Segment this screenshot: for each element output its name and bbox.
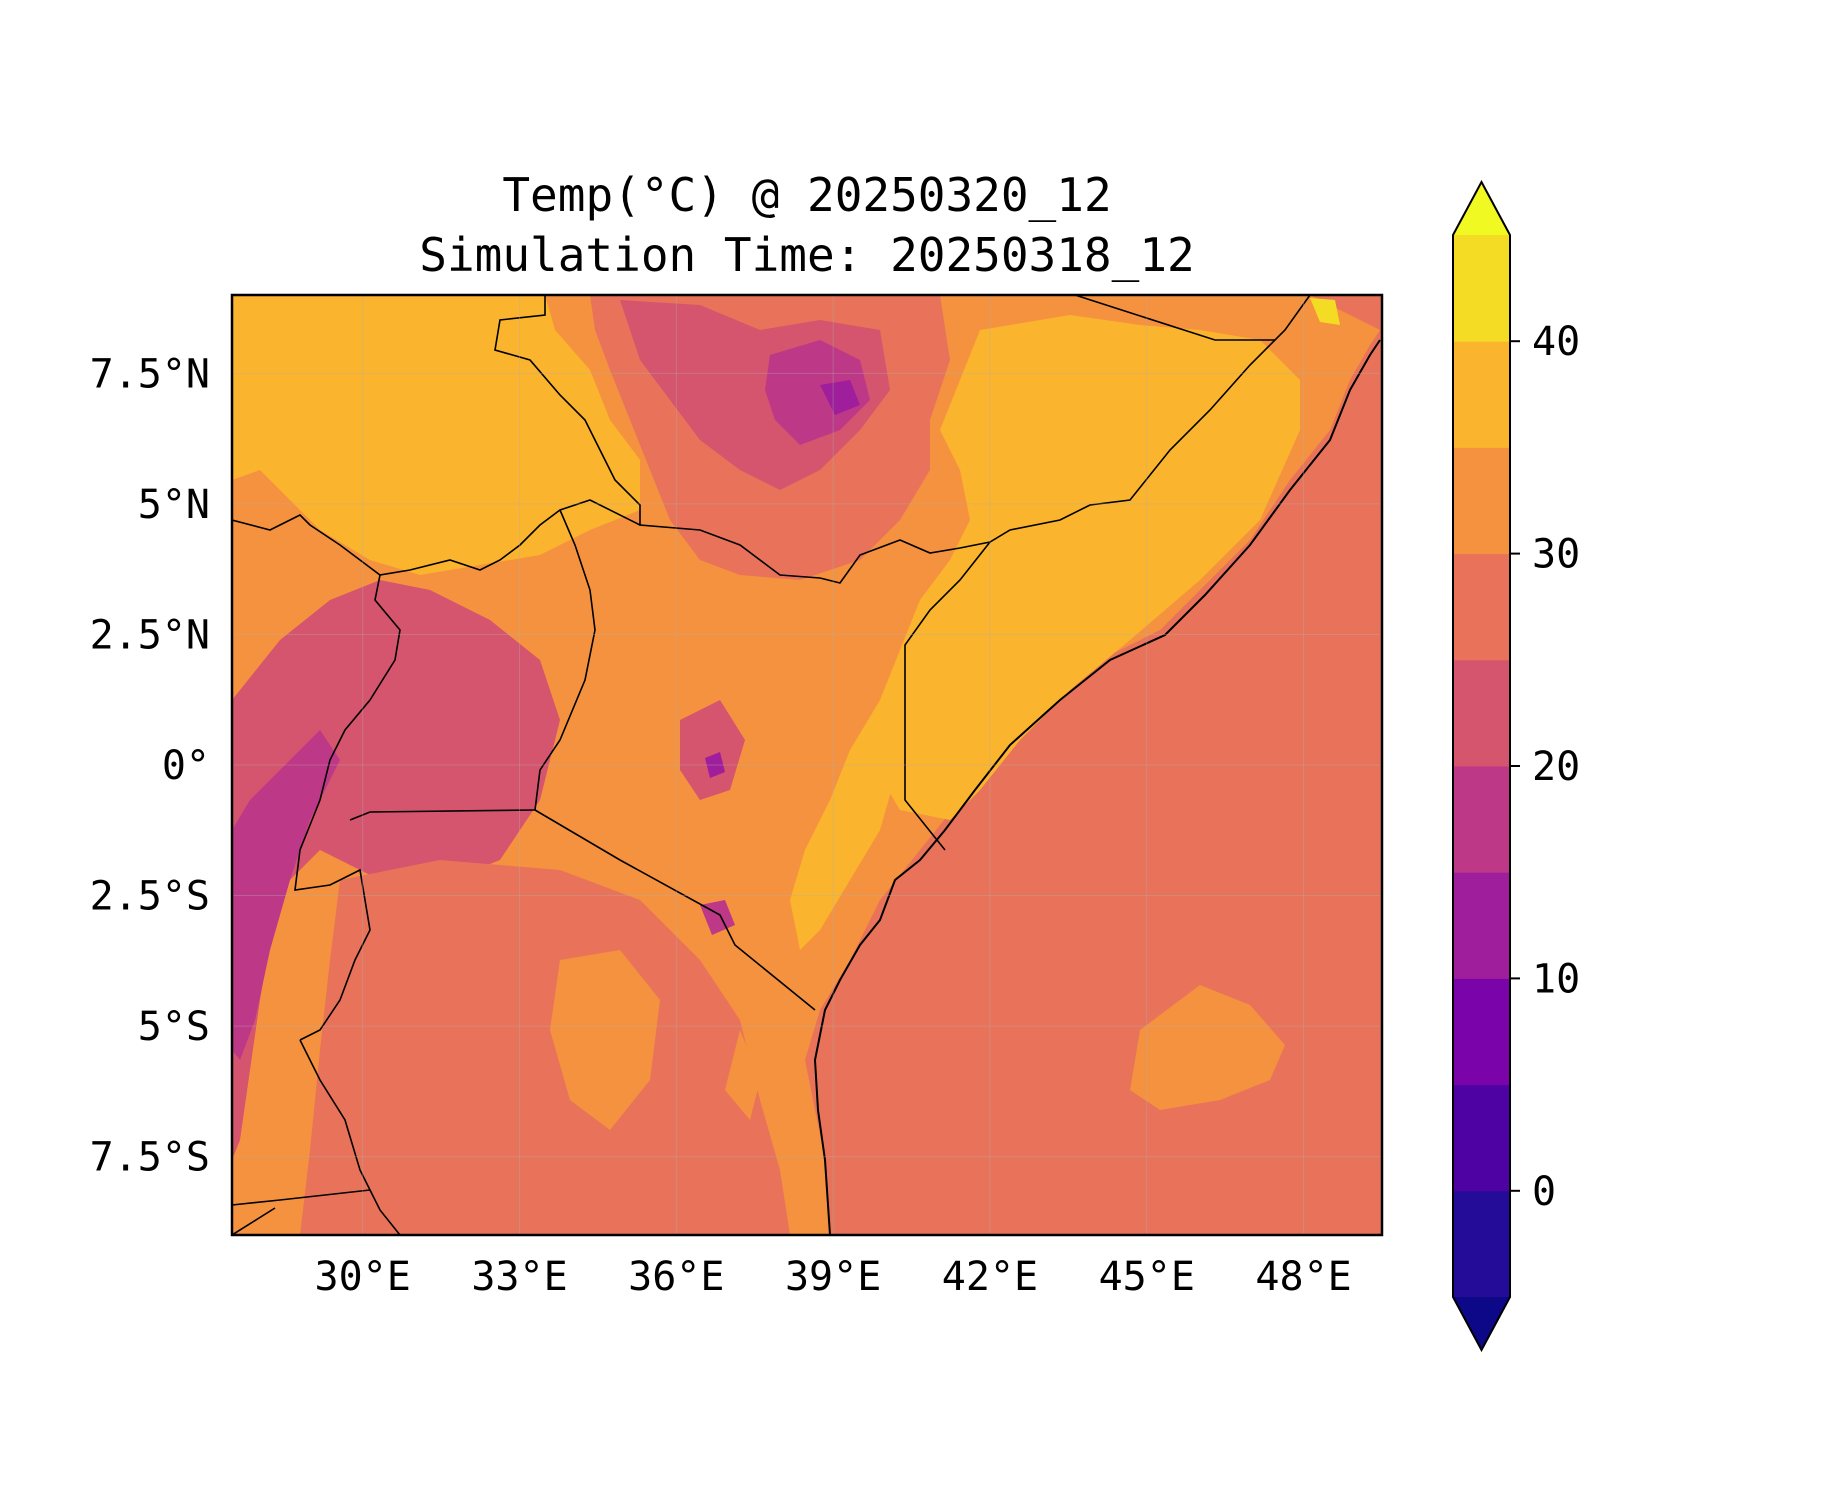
colorbar-level xyxy=(1453,341,1510,448)
colorbar-level xyxy=(1453,872,1510,979)
hot-zone-north-west xyxy=(232,295,640,575)
map-area xyxy=(232,295,1382,1235)
cool-spot-kenya xyxy=(680,700,745,800)
warm-patch-tanzania-2 xyxy=(725,1030,760,1120)
colorbar-tick-label: 10 xyxy=(1532,956,1580,1002)
colorbar-level xyxy=(1453,1084,1510,1192)
latitude-tick-labels: 7.5°N 5°N 2.5°N 0° 2.5°S 5°S 7.5°S xyxy=(90,351,210,1180)
warm-patch-tanzania xyxy=(550,950,660,1130)
hot-zone-top-right xyxy=(1310,298,1340,325)
plot-title-line1: Temp(°C) @ 20250320_12 xyxy=(502,168,1112,222)
colorbar-extend-under xyxy=(1453,1297,1510,1350)
map-frame xyxy=(230,293,1384,1237)
country-borders xyxy=(232,295,1311,1235)
map-gridlines xyxy=(232,295,1382,1235)
colorbar-level xyxy=(1453,659,1510,767)
lon-tick-label: 33°E xyxy=(471,1254,567,1300)
lon-tick-label: 36°E xyxy=(628,1254,724,1300)
longitude-tick-labels: 30°E 33°E 36°E 39°E 42°E 45°E 48°E xyxy=(315,1254,1352,1300)
hot-zone-north-east xyxy=(870,315,1300,820)
colorbar-tick-label: 0 xyxy=(1532,1169,1556,1215)
colorbar-tick-label: 30 xyxy=(1532,532,1580,578)
cooler-zone-rift-west xyxy=(232,730,340,1060)
cold-spot-ethiopia xyxy=(820,380,860,415)
lon-tick-label: 48°E xyxy=(1255,1254,1351,1300)
lat-tick-label: 7.5°N xyxy=(90,351,210,397)
colorbar-level xyxy=(1453,766,1510,873)
lat-tick-label: 5°N xyxy=(138,482,210,528)
colorbar-level xyxy=(1453,1190,1510,1298)
cold-spot-kenya xyxy=(705,752,725,778)
lat-tick-label: 0° xyxy=(162,743,210,789)
coolest-zone-ethiopia xyxy=(765,340,870,445)
plateau-tanzania xyxy=(300,860,790,1235)
lat-tick-label: 5°S xyxy=(138,1004,210,1050)
lat-tick-label: 2.5°N xyxy=(90,612,210,658)
lat-tick-label: 7.5°S xyxy=(90,1135,210,1181)
colorbar xyxy=(1452,179,1511,1353)
colorbar-tick-label: 20 xyxy=(1532,744,1580,790)
colorbar-level xyxy=(1453,978,1510,1086)
colorbar-tick-labels: 0 10 20 30 40 xyxy=(1510,319,1580,1215)
colorbar-level xyxy=(1453,447,1510,555)
colorbar-outline xyxy=(1452,179,1511,1353)
lon-tick-label: 45°E xyxy=(1099,1254,1195,1300)
colorbar-level xyxy=(1453,235,1510,342)
lon-tick-label: 30°E xyxy=(315,1254,411,1300)
colorbar-level xyxy=(1453,553,1510,661)
colorbar-tick-label: 40 xyxy=(1532,319,1580,365)
hot-zone-kenya-east xyxy=(790,700,900,950)
plot-title-line2: Simulation Time: 20250318_12 xyxy=(419,228,1195,282)
lon-tick-label: 39°E xyxy=(785,1254,881,1300)
coastline xyxy=(813,339,1381,1235)
lon-tick-label: 42°E xyxy=(942,1254,1038,1300)
ocean-warm-patch xyxy=(1130,985,1285,1110)
lat-tick-label: 2.5°S xyxy=(90,874,210,920)
colorbar-extend-over xyxy=(1453,182,1510,235)
